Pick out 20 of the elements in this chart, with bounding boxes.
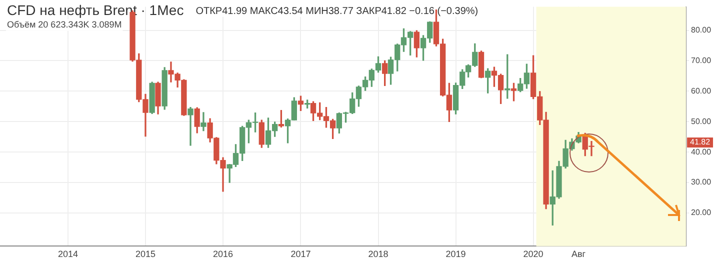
candlestick <box>200 112 206 132</box>
text: 41.82 <box>690 138 711 147</box>
y-tick-label: 50.00 <box>691 116 712 126</box>
y-tick-label: 80.00 <box>691 25 712 34</box>
y-tick-label: 20.00 <box>691 208 712 218</box>
y-tick-label: 30.00 <box>691 178 712 187</box>
y-tick-label: 40.00 <box>691 147 712 156</box>
x-tick-label: Авг <box>571 249 586 260</box>
x-tick-label: 2014 <box>58 249 78 260</box>
x-tick-label: 2016 <box>212 249 234 260</box>
candlestick <box>188 106 194 146</box>
x-tick-label: 2017 <box>290 249 311 260</box>
x-tick-label: 2019 <box>446 249 466 260</box>
annotation: ОТКР41.99 МАКС43.54 МИН38.77 ЗАКР41.82 −0.16 (−0.39%) <box>196 6 478 17</box>
y-tick-label: 60.00 <box>691 86 712 96</box>
x-tick-label: 2020 <box>523 249 544 260</box>
annotation: Объём 20 623.343K 3.089M <box>7 19 122 30</box>
x-tick-label: 2015 <box>135 249 156 260</box>
y-tick-label: 70.00 <box>691 56 712 65</box>
x-tick-label: 2018 <box>368 249 388 260</box>
